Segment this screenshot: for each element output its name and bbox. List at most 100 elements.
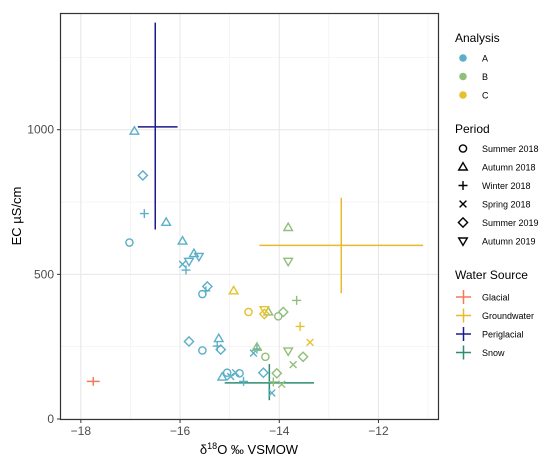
legend-period-label: Winter 2018 [482, 181, 531, 191]
legend-title-period: Period [455, 122, 490, 136]
data-point-shape [239, 376, 249, 386]
y-tick-label: 500 [34, 267, 54, 281]
legend-analysis-label: B [482, 72, 488, 82]
legend-period-symbol-shape [457, 216, 469, 229]
legend-title-water-source: Water Source [455, 268, 528, 282]
legend-period-symbol-shape [457, 161, 469, 171]
data-point [222, 368, 232, 378]
data-point-shape [183, 257, 195, 268]
data-point-shape [273, 312, 283, 321]
data-point-shape [222, 368, 232, 378]
legend-period-items: Summer 2018 Autumn 2018 Winter 2018 Spring … [457, 144, 539, 247]
data-point-shape [183, 335, 195, 348]
data-point [137, 169, 149, 182]
legend-analysis-swatch [459, 54, 467, 62]
legend-water-source-items: Glacial Groundwater Periglacial Snow [456, 290, 534, 360]
data-point [215, 343, 227, 356]
legend-source-label: Groundwater [482, 311, 534, 321]
data-point-shape [128, 125, 140, 135]
data-point-shape [258, 308, 270, 320]
data-point-shape [198, 346, 207, 355]
data-point [213, 332, 225, 343]
crosshair-periglacial [137, 22, 178, 230]
data-point [295, 321, 305, 331]
legend-source-key [456, 345, 471, 360]
data-point [125, 238, 134, 247]
data-point [198, 346, 207, 355]
data-point-shape [177, 235, 189, 245]
x-tick-label: −14 [269, 424, 290, 438]
legend-period-label: Summer 2019 [482, 218, 539, 228]
data-point [277, 306, 289, 318]
data-point [226, 372, 235, 381]
data-point-shape [251, 341, 263, 351]
data-point [128, 125, 140, 135]
data-point-shape [125, 238, 134, 247]
data-point [258, 308, 270, 320]
data-point-shape [295, 321, 305, 331]
data-point [183, 257, 195, 268]
legend-source-key [456, 290, 471, 304]
data-point [271, 367, 283, 379]
legend: Analysis ABC Period Summer 2018 Autumn 20… [455, 31, 539, 360]
data-point [239, 376, 249, 386]
data-point-shape [261, 352, 270, 362]
data-point [258, 305, 270, 316]
data-point [282, 221, 294, 232]
data-point [160, 216, 172, 226]
legend-period-label: Summer 2018 [482, 144, 539, 154]
data-point-shape [193, 252, 205, 263]
data-point-shape [257, 367, 269, 379]
x-tick-label: −18 [71, 424, 92, 438]
grid [61, 14, 438, 420]
data-point [282, 257, 294, 268]
data-point [228, 285, 240, 295]
y-tick-label: 0 [47, 412, 54, 426]
legend-period-symbol [457, 237, 469, 247]
legend-period-symbol [459, 200, 467, 208]
legend-period-label: Autumn 2019 [482, 236, 536, 246]
data-point [273, 312, 283, 321]
x-tick-label: −16 [170, 424, 191, 438]
data-point-shape [258, 305, 270, 316]
data-point-shape [139, 209, 149, 219]
data-point [277, 380, 286, 389]
data-point-shape [277, 306, 289, 318]
legend-title-analysis: Analysis [455, 31, 500, 45]
data-point [257, 367, 269, 379]
data-point-shape [198, 289, 207, 299]
legend-period-symbol-shape [459, 200, 467, 208]
water-source-crosshairs [86, 22, 424, 401]
data-point-shape [228, 285, 240, 295]
legend-analysis-label: C [482, 90, 489, 100]
data-point [216, 371, 228, 381]
data-point [181, 265, 191, 275]
legend-source-label: Snow [482, 348, 505, 358]
data-point [201, 280, 213, 293]
data-point-shape [216, 371, 228, 381]
data-point [292, 295, 302, 305]
x-tick-label: −12 [368, 424, 389, 438]
data-point [198, 289, 207, 299]
data-point [261, 352, 270, 362]
axis-ticks: −18 −16 −14 −12 0 500 1000 [27, 123, 389, 438]
data-point-shape [268, 377, 278, 387]
legend-period-symbol-shape [457, 237, 469, 247]
legend-period-symbol-shape [458, 144, 468, 153]
data-point-shape [178, 260, 187, 269]
crosshair-glacial [86, 377, 100, 386]
data-point [289, 360, 298, 369]
data-point [139, 209, 149, 219]
legend-period-label: Autumn 2018 [482, 162, 536, 172]
legend-source-label: Periglacial [482, 329, 524, 339]
data-point-shape [292, 295, 302, 305]
data-point [306, 338, 314, 347]
legend-period-symbol [458, 144, 468, 153]
y-tick-label: 1000 [27, 123, 54, 137]
data-point [177, 235, 189, 245]
data-point-shape [297, 351, 309, 363]
data-point-shape [289, 360, 298, 369]
y-axis-title: EC µS/cm [9, 187, 24, 246]
data-point-shape [271, 367, 283, 379]
data-point [193, 252, 205, 263]
